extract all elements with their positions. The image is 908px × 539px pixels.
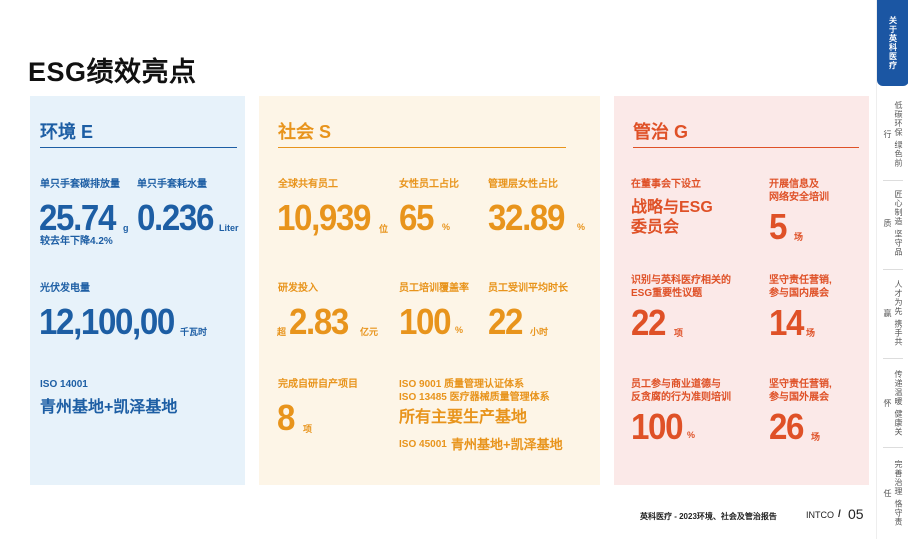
sidebar-item-environment[interactable]: 低碳环保 绿色前行 <box>883 100 903 168</box>
topics-unit: 项 <box>674 328 684 338</box>
committee-line2: 委员会 <box>631 219 680 236</box>
domestic-label-1: 坚守责任营销, <box>769 275 832 286</box>
governance-panel: 管治 G 在董事会下设立 战略与ESG 委员会 开展信息及 网络安全培训 5 场… <box>614 96 869 485</box>
training-hours-unit: 小时 <box>530 327 549 337</box>
ethics-label-2: 反贪腐的行为准则培训 <box>631 392 731 403</box>
rd-unit: 亿元 <box>360 327 379 337</box>
divider <box>883 269 903 270</box>
overseas-unit: 场 <box>811 432 821 442</box>
social-panel: 社会 S 全球共有员工 10,939 位 女性员工占比 65 % 管理层女性占比… <box>259 96 600 485</box>
ethics-label-1: 员工参与商业道德与 <box>631 379 721 390</box>
employees-unit: 位 <box>379 224 389 234</box>
infosec-label-1: 开展信息及 <box>769 179 819 190</box>
female-unit: % <box>442 222 451 232</box>
iso45001: ISO 45001 <box>399 439 447 450</box>
sidebar-item-governance[interactable]: 完善治理 恪守责任 <box>883 459 903 527</box>
water-value: 0.236 <box>137 197 214 238</box>
footer-report-title: 英科医疗 - 2023环境、社会及管治报告 <box>640 512 777 521</box>
solar-label: 光伏发电量 <box>40 283 90 294</box>
footer-brand: INTCO <box>806 510 834 520</box>
sidebar-item-about[interactable]: 关于英科医疗 <box>877 0 908 86</box>
training-cov-unit: % <box>455 325 464 335</box>
environment-panel: 环境 E 单只手套碳排放量 25.74 g 较去年下降4.2% 单只手套耗水量 … <box>30 96 245 485</box>
all-bases: 所有主要生产基地 <box>399 409 528 426</box>
overseas-label-1: 坚守责任营销, <box>769 379 832 390</box>
topics-value: 22 <box>631 302 666 343</box>
employees-label: 全球共有员工 <box>278 179 338 190</box>
training-hours-value: 22 <box>488 301 523 342</box>
carbon-note: 较去年下降4.2% <box>40 236 113 247</box>
divider <box>883 358 903 359</box>
divider <box>40 147 237 148</box>
committee-label: 在董事会下设立 <box>631 179 701 190</box>
solar-value: 12,100,00 <box>39 301 175 342</box>
sidebar-item-health[interactable]: 传递温暖 健康关怀 <box>883 369 903 437</box>
carbon-label: 单只手套碳排放量 <box>40 179 120 190</box>
rd-prefix: 超 <box>277 327 287 337</box>
domestic-label-2: 参与国内展会 <box>769 288 829 299</box>
solar-unit: 千瓦时 <box>180 327 208 337</box>
infosec-value: 5 <box>769 206 787 247</box>
overseas-value: 26 <box>769 406 804 447</box>
page-number: 05 <box>848 506 864 522</box>
projects-label: 完成自研自产项目 <box>278 379 358 390</box>
female-mgmt-unit: % <box>577 222 586 232</box>
projects-value: 8 <box>277 397 295 438</box>
divider <box>883 180 903 181</box>
divider <box>278 147 566 148</box>
divider <box>883 447 903 448</box>
water-unit: Liter <box>219 223 239 233</box>
infosec-label-2: 网络安全培训 <box>769 192 829 203</box>
rd-label: 研发投入 <box>278 283 318 294</box>
female-mgmt-value: 32.89 <box>488 197 565 238</box>
sidebar-item-talent[interactable]: 人才为先 携手共赢 <box>883 279 903 347</box>
female-mgmt-label: 管理层女性占比 <box>488 179 558 190</box>
domestic-value: 14 <box>769 302 804 343</box>
section-sidebar: 关于英科医疗 低碳环保 绿色前行 匠心制造 坚守品质 人才为先 携手共赢 传递温… <box>876 0 908 539</box>
panel-title: 管治 G <box>633 122 689 142</box>
sidebar-item-quality[interactable]: 匠心制造 坚守品质 <box>883 189 903 257</box>
water-label: 单只手套耗水量 <box>137 179 207 190</box>
female-label: 女性员工占比 <box>399 179 459 190</box>
overseas-label-2: 参与国外展会 <box>769 392 829 403</box>
carbon-unit: g <box>123 223 129 233</box>
training-cov-value: 100 <box>399 301 452 342</box>
female-value: 65 <box>399 197 434 238</box>
topics-label-1: 识别与英科医疗相关的 <box>631 275 731 286</box>
footer-slash: / <box>838 509 841 520</box>
iso45001-value: 青州基地+凯泽基地 <box>451 437 563 452</box>
divider <box>633 147 859 148</box>
carbon-value: 25.74 <box>39 197 116 238</box>
iso9001: ISO 9001 质量管理认证体系 <box>399 379 525 390</box>
infosec-unit: 场 <box>794 232 804 242</box>
topics-label-2: ESG重要性议题 <box>631 288 703 299</box>
rd-value: 2.83 <box>289 301 349 342</box>
training-cov-label: 员工培训覆盖率 <box>399 283 469 294</box>
training-hours-label: 员工受训平均时长 <box>488 283 568 294</box>
iso13485: ISO 13485 医疗器械质量管理体系 <box>399 392 550 403</box>
employees-value: 10,939 <box>277 197 371 238</box>
projects-unit: 项 <box>303 424 313 434</box>
committee-line1: 战略与ESG <box>631 199 713 216</box>
panel-title: 环境 E <box>40 122 94 142</box>
ethics-unit: % <box>687 430 696 440</box>
ethics-value: 100 <box>631 406 684 447</box>
panel-title: 社会 S <box>278 122 332 142</box>
iso-value: 青州基地+凯泽基地 <box>40 399 178 416</box>
domestic-unit: 场 <box>806 328 816 338</box>
page-title: ESG绩效亮点 <box>28 57 197 87</box>
iso-label: ISO 14001 <box>40 379 88 390</box>
